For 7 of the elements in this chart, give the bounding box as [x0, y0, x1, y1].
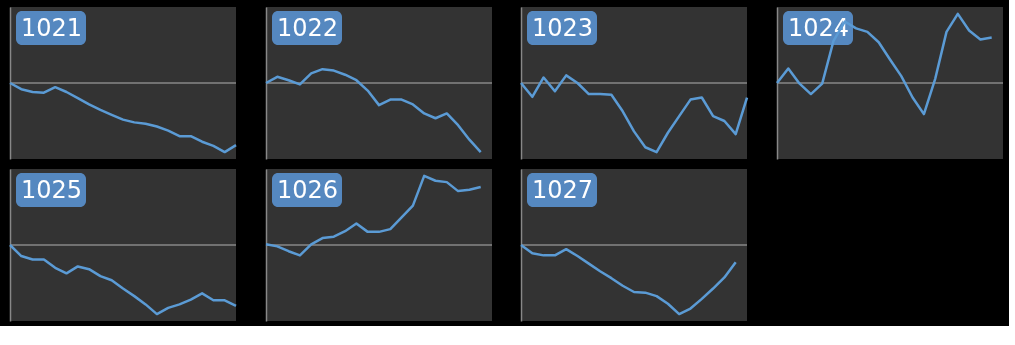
chart-title: 1027 — [532, 176, 594, 204]
chart-title: 1023 — [532, 14, 594, 42]
chart-title: 1024 — [788, 14, 850, 42]
chart-title: 1026 — [277, 176, 339, 204]
chart-title: 1022 — [277, 14, 339, 42]
chart-title: 1021 — [21, 14, 83, 42]
chart-title: 1025 — [21, 176, 83, 204]
